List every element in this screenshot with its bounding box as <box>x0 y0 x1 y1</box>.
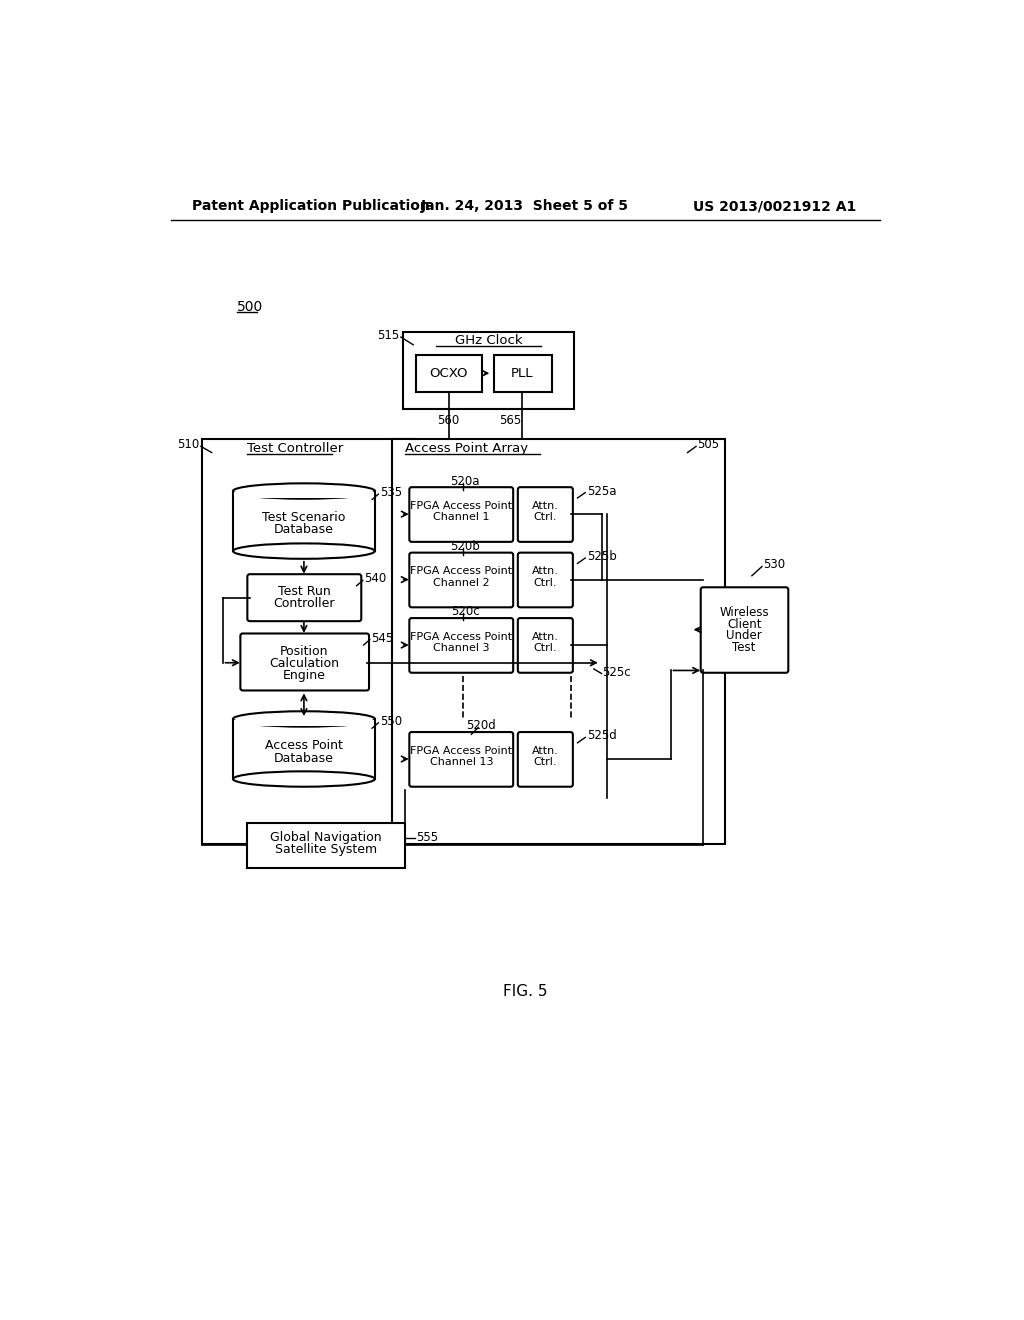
Text: Channel 2: Channel 2 <box>433 578 489 587</box>
Text: 520b: 520b <box>451 540 480 553</box>
Text: 500: 500 <box>237 300 263 314</box>
Text: 510: 510 <box>177 438 200 451</box>
Bar <box>391 440 725 843</box>
FancyBboxPatch shape <box>518 487 572 543</box>
Text: Channel 1: Channel 1 <box>433 512 489 523</box>
Text: Jan. 24, 2013  Sheet 5 of 5: Jan. 24, 2013 Sheet 5 of 5 <box>421 199 629 213</box>
Text: Attn.: Attn. <box>531 500 558 511</box>
FancyBboxPatch shape <box>241 634 369 690</box>
Text: 515: 515 <box>377 329 399 342</box>
FancyBboxPatch shape <box>410 618 513 673</box>
FancyBboxPatch shape <box>700 587 788 673</box>
Text: 520d: 520d <box>466 719 496 733</box>
Text: 555: 555 <box>417 832 438 843</box>
Bar <box>417 355 482 392</box>
Text: Calculation: Calculation <box>269 657 339 671</box>
Text: PLL: PLL <box>511 367 534 380</box>
FancyBboxPatch shape <box>410 553 513 607</box>
Text: 525d: 525d <box>587 730 616 742</box>
Text: Under: Under <box>726 630 762 643</box>
Text: Access Point Array: Access Point Array <box>406 442 528 455</box>
Text: US 2013/0021912 A1: US 2013/0021912 A1 <box>693 199 856 213</box>
Text: Ctrl.: Ctrl. <box>534 758 557 767</box>
Text: Test Controller: Test Controller <box>247 442 343 455</box>
Bar <box>234 719 375 726</box>
Text: Channel 13: Channel 13 <box>429 758 493 767</box>
Text: Attn.: Attn. <box>531 566 558 576</box>
Text: Attn.: Attn. <box>531 631 558 642</box>
Text: 525c: 525c <box>602 667 631 680</box>
Ellipse shape <box>233 711 375 726</box>
Text: Patent Application Publication: Patent Application Publication <box>191 199 429 213</box>
Text: 520c: 520c <box>451 606 479 619</box>
Text: Controller: Controller <box>273 597 335 610</box>
Text: Access Point: Access Point <box>265 739 343 752</box>
Text: Database: Database <box>274 523 334 536</box>
Text: 560: 560 <box>437 413 459 426</box>
FancyBboxPatch shape <box>518 733 572 787</box>
FancyBboxPatch shape <box>410 733 513 787</box>
Text: Test Run: Test Run <box>278 585 331 598</box>
Text: Client: Client <box>727 618 762 631</box>
Ellipse shape <box>233 544 375 558</box>
Text: 530: 530 <box>764 558 785 572</box>
Text: OCXO: OCXO <box>430 367 468 380</box>
Bar <box>247 822 406 867</box>
FancyBboxPatch shape <box>410 487 513 543</box>
Bar <box>233 491 375 552</box>
Ellipse shape <box>233 483 375 499</box>
Text: 520a: 520a <box>451 474 480 487</box>
Text: 505: 505 <box>697 438 720 451</box>
Text: 535: 535 <box>380 486 402 499</box>
Text: Ctrl.: Ctrl. <box>534 643 557 653</box>
FancyBboxPatch shape <box>248 574 361 622</box>
Text: Ctrl.: Ctrl. <box>534 578 557 587</box>
Bar <box>233 719 375 779</box>
Text: FIG. 5: FIG. 5 <box>503 983 547 999</box>
Text: 565: 565 <box>499 413 521 426</box>
Text: FPGA Access Point: FPGA Access Point <box>411 631 512 642</box>
FancyBboxPatch shape <box>518 618 572 673</box>
Bar <box>494 355 552 392</box>
Text: GHz Clock: GHz Clock <box>455 334 522 347</box>
Text: 545: 545 <box>372 631 393 644</box>
Text: Engine: Engine <box>283 668 326 681</box>
Text: Position: Position <box>280 645 328 659</box>
Text: 525a: 525a <box>587 484 616 498</box>
Text: Global Navigation: Global Navigation <box>269 832 381 843</box>
Bar <box>234 492 375 498</box>
Bar <box>202 440 415 843</box>
Text: Test Scenario: Test Scenario <box>262 511 346 524</box>
Text: 550: 550 <box>380 714 402 727</box>
Text: Wireless: Wireless <box>719 606 769 619</box>
Text: 540: 540 <box>365 573 387 585</box>
Text: FPGA Access Point: FPGA Access Point <box>411 566 512 576</box>
Text: 525b: 525b <box>587 550 616 564</box>
Text: Ctrl.: Ctrl. <box>534 512 557 523</box>
Text: FPGA Access Point: FPGA Access Point <box>411 746 512 755</box>
Text: Test: Test <box>732 640 756 653</box>
Text: Attn.: Attn. <box>531 746 558 755</box>
FancyBboxPatch shape <box>518 553 572 607</box>
Bar <box>403 331 573 409</box>
Text: Database: Database <box>274 751 334 764</box>
Text: FPGA Access Point: FPGA Access Point <box>411 500 512 511</box>
Text: Satellite System: Satellite System <box>274 842 377 855</box>
Text: Channel 3: Channel 3 <box>433 643 489 653</box>
Ellipse shape <box>233 771 375 787</box>
